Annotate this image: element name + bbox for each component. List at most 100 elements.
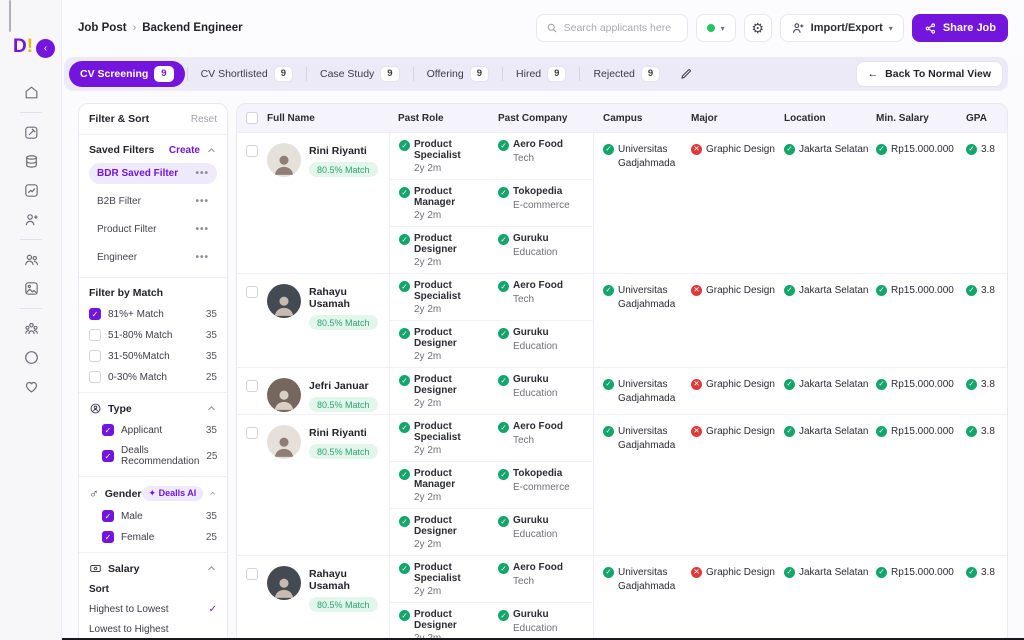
share-icon — [924, 22, 937, 35]
avatar[interactable] — [267, 284, 301, 318]
rail-scrollbar[interactable] — [9, 0, 11, 32]
analytics-icon[interactable] — [23, 182, 40, 199]
avatar[interactable] — [267, 566, 301, 600]
salary-section-title: Salary — [108, 562, 140, 575]
checkbox[interactable]: ✓ — [102, 450, 114, 462]
checkbox[interactable]: ✓ — [89, 308, 101, 320]
saved-filter-item[interactable]: Engineer ••• — [89, 247, 217, 268]
row-checkbox[interactable] — [246, 145, 258, 157]
more-options-icon[interactable]: ••• — [195, 168, 209, 179]
checkbox[interactable]: ✓ — [102, 424, 114, 436]
experience-subrow: ✓ Product Specialist 2y 2m ✓ Aero Food Tec… — [390, 133, 593, 180]
check-circle-icon: ✓ — [399, 280, 410, 292]
gender-option[interactable]: ✓ Female 25 — [102, 531, 217, 543]
sort-option[interactable]: Lowest to Highest — [89, 624, 217, 635]
checkbox[interactable] — [89, 350, 101, 362]
chevron-up-icon[interactable] — [206, 563, 217, 574]
tab-hired[interactable]: Hired 9 — [505, 61, 577, 87]
tab-rejected[interactable]: Rejected 9 — [582, 61, 671, 87]
database-icon[interactable] — [23, 153, 40, 170]
full-name-cell: Jefri Januar 80.5% Match — [267, 368, 389, 414]
dealls-ai-badge[interactable]: ✦ Dealls AI — [141, 486, 204, 501]
type-option[interactable]: ✓ Applicant 35 — [102, 424, 217, 436]
option-count: 35 — [205, 329, 217, 341]
applicant-row[interactable]: Rahayu Usamah 80.5% Match ✓ Product Speci… — [237, 555, 1007, 640]
brand-logo: D! — [13, 36, 34, 57]
status-dropdown[interactable]: ▾ — [695, 14, 736, 42]
past-company-cell: ✓ Aero Food Tech — [494, 421, 590, 456]
tab-cv-shortlisted[interactable]: CV Shortlisted 9 — [190, 61, 304, 87]
community-icon[interactable] — [23, 320, 40, 337]
create-filter-button[interactable]: Create — [168, 144, 200, 156]
heart-icon[interactable] — [23, 378, 40, 395]
applicant-name[interactable]: Rini Riyanti — [309, 427, 367, 439]
breadcrumb-section[interactable]: Job Post — [78, 22, 127, 34]
applicant-row[interactable]: Rini Riyanti 80.5% Match ✓ Product Specia… — [237, 132, 1007, 273]
checkbox[interactable] — [89, 371, 101, 383]
major-value: Graphic Design — [706, 426, 775, 437]
applicant-name[interactable]: Jefri Januar — [309, 380, 369, 392]
saved-filter-item[interactable]: BDR Saved Filter ••• — [89, 163, 217, 184]
match-option[interactable]: 0-30% Match 25 — [89, 371, 217, 383]
share-job-button[interactable]: Share Job — [911, 14, 1008, 42]
edit-icon[interactable] — [23, 124, 40, 141]
chevron-up-icon[interactable] — [206, 403, 217, 414]
major-value: Graphic Design — [706, 285, 775, 296]
gpa-value: 3.8 — [981, 379, 995, 390]
saved-filter-item[interactable]: B2B Filter ••• — [89, 191, 217, 212]
circle-icon[interactable] — [23, 349, 40, 366]
search-input[interactable] — [563, 22, 674, 34]
avatar[interactable] — [267, 143, 301, 177]
back-to-normal-view-button[interactable]: ← Back To Normal View — [855, 61, 1003, 87]
match-option[interactable]: 31-50%Match 35 — [89, 350, 217, 362]
avatar[interactable] — [267, 378, 301, 412]
chevron-up-icon[interactable] — [209, 488, 217, 499]
more-options-icon[interactable]: ••• — [195, 196, 209, 207]
reset-filters-button[interactable]: Reset — [190, 113, 217, 125]
settings-button[interactable]: ⚙ — [743, 14, 772, 42]
more-options-icon[interactable]: ••• — [195, 224, 209, 235]
avatar[interactable] — [267, 425, 301, 459]
checkbox[interactable] — [89, 329, 101, 341]
saved-filter-item[interactable]: Product Filter ••• — [89, 219, 217, 240]
full-name-cell: Rahayu Usamah 80.5% Match — [267, 556, 389, 640]
edit-stages-icon[interactable] — [679, 67, 693, 81]
sort-option[interactable]: Highest to Lowest ✓ — [89, 604, 217, 615]
check-circle-icon: ✓ — [784, 566, 795, 578]
row-checkbox[interactable] — [246, 380, 258, 392]
match-option[interactable]: 51-80% Match 35 — [89, 329, 217, 341]
gender-option[interactable]: ✓ Male 35 — [102, 510, 217, 522]
applicant-name[interactable]: Rini Riyanti — [309, 145, 367, 157]
match-badge: 80.5% Match — [309, 315, 378, 330]
user-add-icon[interactable] — [23, 211, 40, 228]
checkbox[interactable]: ✓ — [102, 531, 114, 543]
company-industry: Education — [513, 246, 558, 258]
select-all-checkbox[interactable] — [246, 112, 258, 124]
row-checkbox[interactable] — [246, 286, 258, 298]
home-icon[interactable] — [23, 84, 40, 101]
applicant-name[interactable]: Rahayu Usamah — [309, 286, 350, 310]
applicant-row[interactable]: Rahayu Usamah 80.5% Match ✓ Product Speci… — [237, 273, 1007, 367]
checkbox[interactable]: ✓ — [102, 510, 114, 522]
search-box[interactable] — [535, 14, 688, 42]
image-icon[interactable] — [23, 280, 40, 297]
chevron-up-icon[interactable] — [206, 145, 217, 156]
tab-cv-screening[interactable]: CV Screening 9 — [69, 61, 185, 87]
applicant-name[interactable]: Rahayu Usamah — [309, 568, 350, 592]
tab-case-study[interactable]: Case Study 9 — [309, 61, 411, 87]
import-export-button[interactable]: Import/Export ▾ — [779, 14, 904, 42]
applicants-table: Full Name Past Role Past Company Campus … — [236, 103, 1008, 640]
type-option[interactable]: ✓ Dealls Recommendation 25 — [102, 445, 218, 467]
check-circle-icon: ✓ — [603, 425, 614, 437]
applicant-row[interactable]: Rini Riyanti 80.5% Match ✓ Product Specia… — [237, 414, 1007, 555]
applicant-row[interactable]: Jefri Januar 80.5% Match ✓ Product Design… — [237, 367, 1007, 414]
tab-offering[interactable]: Offering 9 — [416, 61, 500, 87]
users-icon[interactable] — [23, 251, 40, 268]
row-checkbox[interactable] — [246, 427, 258, 439]
more-options-icon[interactable]: ••• — [195, 252, 209, 263]
check-circle-icon: ✓ — [784, 143, 795, 155]
row-checkbox[interactable] — [246, 568, 258, 580]
tab-count-badge: 9 — [640, 66, 661, 82]
match-option[interactable]: ✓ 81%+ Match 35 — [89, 308, 217, 320]
sidebar-collapse-button[interactable]: ‹ — [36, 39, 55, 58]
